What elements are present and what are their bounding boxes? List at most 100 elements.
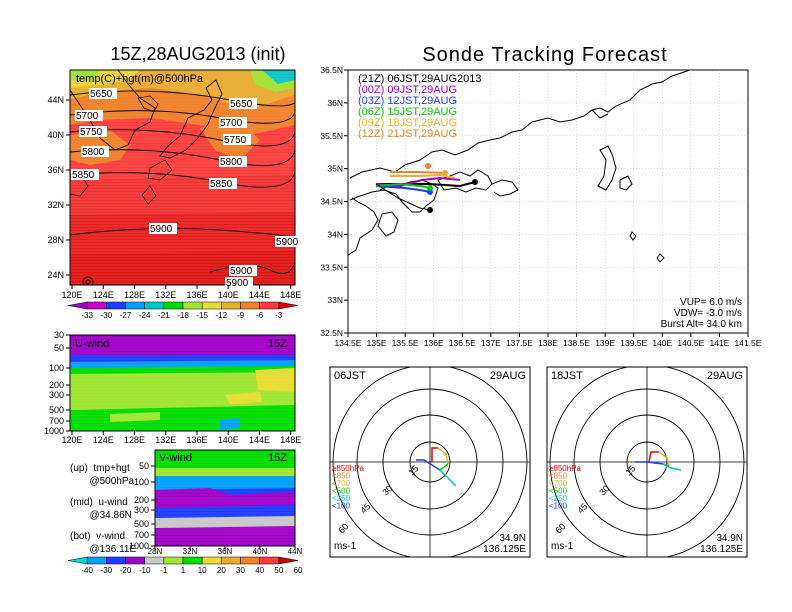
colorbar-swatch bbox=[86, 556, 107, 565]
track-x-tick: 140.5E bbox=[677, 338, 704, 348]
v-x-tick: 28N bbox=[148, 547, 163, 556]
contour-label: 5900 bbox=[226, 278, 249, 289]
u-y-tick: 300 bbox=[49, 390, 64, 400]
colorbar-label: 1 bbox=[181, 566, 186, 575]
temp-map-label: temp(C)+hgt(m)@500hPa bbox=[76, 73, 204, 85]
colorbar-swatch bbox=[240, 301, 260, 310]
polar-legend-entry: <100 bbox=[332, 502, 351, 511]
main-title: Sonde Tracking Forecast bbox=[422, 44, 668, 66]
colorbar-label: 50 bbox=[274, 566, 283, 575]
contour-label: 5850 bbox=[72, 170, 95, 181]
top-x-tick: 144E bbox=[249, 290, 270, 300]
track-x-tick: 136E bbox=[424, 338, 444, 348]
colorbar-label: 60 bbox=[294, 566, 303, 575]
note-bot-level: @136.11E bbox=[70, 544, 137, 555]
colorbar-swatch bbox=[221, 301, 241, 310]
vup-value: VUP= 6.0 m/s bbox=[680, 297, 742, 308]
track-y-tick: 36.5N bbox=[320, 65, 343, 75]
colorbar-swatch bbox=[125, 556, 145, 565]
u-y-tick: 50 bbox=[54, 343, 64, 353]
v-wind-time: 15Z bbox=[268, 452, 287, 464]
u-y-tick: 1000 bbox=[44, 426, 64, 436]
track-y-tick: 34N bbox=[327, 229, 343, 239]
colorbar-swatch bbox=[163, 301, 184, 310]
polar-lon: 136.125E bbox=[483, 544, 526, 555]
colorbar-swatch bbox=[182, 556, 203, 565]
polar-lat: 34.9N bbox=[499, 533, 526, 544]
track-legend-entry: (00Z) 09JST,29AUG bbox=[358, 84, 457, 96]
sonde-tracks bbox=[375, 163, 478, 213]
polar-legend-entry: <250 bbox=[332, 494, 351, 503]
u-wind-label: U-wind bbox=[75, 338, 109, 350]
contour-label: 5900 bbox=[276, 237, 299, 248]
v-y-tick: 50 bbox=[139, 461, 149, 471]
colorbar-swatch bbox=[182, 301, 203, 310]
polar-legend-entry: ≥850hPa bbox=[549, 464, 582, 473]
temperature-colorbar: -33 -30 -27 -24 -21 -18 -15 -12 -9 -6 -3 bbox=[67, 301, 299, 320]
colorbar-swatch bbox=[67, 556, 88, 565]
colorbar-label: -30 bbox=[101, 566, 113, 575]
top-y-tick: 44N bbox=[47, 95, 64, 105]
colorbar-swatch bbox=[259, 556, 280, 565]
track-x-tick: 139.5E bbox=[620, 338, 647, 348]
track-y-tick: 34.5N bbox=[320, 197, 343, 207]
top-y-tick: 40N bbox=[47, 130, 64, 140]
colorbar-swatch bbox=[106, 301, 126, 310]
colorbar-swatch bbox=[163, 556, 184, 565]
polar-legend-entry: <500 bbox=[549, 487, 568, 496]
track-y-tick: 35.5N bbox=[320, 131, 343, 141]
track-x-tick: 139E bbox=[595, 338, 615, 348]
colorbar-swatch bbox=[259, 301, 280, 310]
colorbar-label: -24 bbox=[139, 311, 151, 320]
u-y-tick: 200 bbox=[49, 380, 64, 390]
track-x-tick: 137E bbox=[481, 338, 501, 348]
colorbar-label: -15 bbox=[196, 311, 208, 320]
colorbar-swatch bbox=[278, 301, 299, 310]
polar-legend-entry: <700 bbox=[332, 479, 351, 488]
colorbar-label: -3 bbox=[275, 311, 283, 320]
polar-time: 18JST bbox=[551, 370, 583, 382]
colorbar-swatch bbox=[67, 301, 88, 310]
note-up: (up) tmp+hgt bbox=[70, 463, 130, 474]
top-y-tick: 32N bbox=[47, 200, 64, 210]
vdw-value: VDW= -3.0 m/s bbox=[674, 308, 742, 319]
polar-lat: 34.9N bbox=[716, 533, 743, 544]
track-x-tick: 134.5E bbox=[335, 338, 362, 348]
u-x-tick: 144E bbox=[249, 435, 270, 445]
v-x-tick: 32N bbox=[183, 547, 198, 556]
track-x-tick: 137.5E bbox=[506, 338, 533, 348]
colorbar-swatch bbox=[240, 556, 260, 565]
u-x-tick: 140E bbox=[218, 435, 239, 445]
colorbar-swatch bbox=[201, 301, 222, 310]
track-y-tick: 33.5N bbox=[320, 262, 343, 272]
top-y-tick: 24N bbox=[47, 270, 64, 280]
track-y-tick: 36N bbox=[327, 98, 343, 108]
track-y-tick: 33N bbox=[327, 295, 343, 305]
colorbar-swatch bbox=[106, 556, 126, 565]
colorbar-swatch bbox=[278, 556, 299, 565]
v-y-tick: 100 bbox=[134, 477, 149, 487]
track-x-tick: 138E bbox=[538, 338, 558, 348]
colorbar-label: -9 bbox=[237, 311, 245, 320]
v-x-tick: 36N bbox=[218, 547, 233, 556]
colorbar-label: 40 bbox=[255, 566, 264, 575]
v-y-tick: 1000 bbox=[129, 541, 149, 551]
colorbar-swatch bbox=[125, 301, 145, 310]
colorbar-swatch bbox=[144, 556, 165, 565]
v-x-tick: 40N bbox=[253, 547, 268, 556]
polar-date: 29AUG bbox=[490, 370, 526, 382]
contour-label: 5750 bbox=[224, 135, 247, 146]
polar-legend-entry: <850 bbox=[549, 472, 568, 481]
colorbar-label: 30 bbox=[236, 566, 245, 575]
u-x-tick: 148E bbox=[280, 435, 301, 445]
temperature-map: temp(C)+hgt(m)@500hPa 5650 5650 5700 5700 57… bbox=[47, 69, 303, 300]
track-x-tick: 135.5E bbox=[392, 338, 419, 348]
track-map: (21Z) 06JST,29AUG2013(00Z) 09JST,29AUG(0… bbox=[320, 65, 761, 348]
contour-label: 5900 bbox=[230, 266, 253, 277]
v-wind-label: V-wind bbox=[159, 452, 192, 464]
colorbar-swatch bbox=[221, 556, 241, 565]
